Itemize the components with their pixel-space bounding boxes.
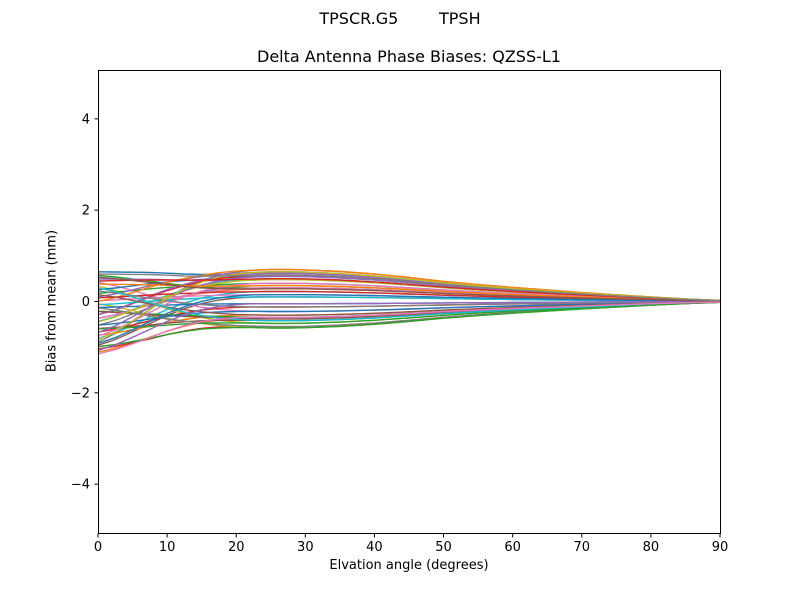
x-tick-label: 30 <box>297 540 314 555</box>
bias-line <box>97 278 721 302</box>
bias-line <box>97 301 721 355</box>
bias-line <box>97 290 721 302</box>
axes-title: Delta Antenna Phase Biases: QZSS-L1 <box>257 47 561 66</box>
bias-line <box>97 273 721 302</box>
y-axis-label: Bias from mean (mm) <box>44 229 60 373</box>
x-tick-label: 10 <box>159 540 176 555</box>
bias-line <box>97 301 721 348</box>
y-tick-label: 2 <box>82 204 90 219</box>
y-tick-label: 0 <box>82 295 90 310</box>
bias-line <box>97 290 721 308</box>
x-tick-label: 80 <box>643 540 660 555</box>
bias-line <box>97 301 721 326</box>
x-tick-label: 60 <box>504 540 521 555</box>
y-tick-label: 4 <box>82 112 90 127</box>
bias-line <box>97 287 721 322</box>
y-tick-label: −4 <box>71 478 90 493</box>
x-tick-label: 50 <box>435 540 452 555</box>
x-tick-label: 70 <box>574 540 591 555</box>
bias-line <box>97 276 721 302</box>
x-tick-label: 40 <box>366 540 383 555</box>
x-tick-label: 90 <box>712 540 729 555</box>
x-axis-label: Elvation angle (degrees) <box>329 558 489 573</box>
figure-suptitle: TPSCR.G5 TPSH <box>319 9 481 28</box>
x-tick-label: 0 <box>94 540 102 555</box>
bias-line <box>97 271 721 341</box>
bias-line <box>97 300 721 352</box>
x-tick-label: 20 <box>228 540 245 555</box>
y-tick-label: −2 <box>71 386 90 401</box>
bias-line <box>97 294 721 345</box>
